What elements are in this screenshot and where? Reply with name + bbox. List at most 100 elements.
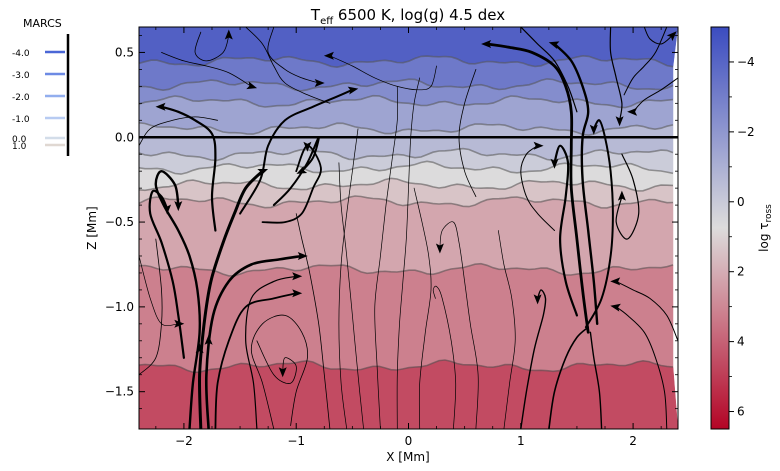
colorbar-tick-label: −2: [737, 125, 755, 139]
streamline: [589, 331, 603, 429]
stream-arrow: [278, 367, 287, 378]
streamline: [520, 27, 578, 113]
streamline: [609, 27, 623, 121]
stream-arrow: [174, 201, 183, 212]
streamline: [194, 31, 230, 62]
stream-arrow: [292, 272, 303, 281]
contour-line: [139, 262, 674, 277]
stream-arrow: [589, 124, 598, 135]
streamline: [148, 189, 185, 359]
stream-arrow: [163, 204, 172, 215]
stream-arrow: [550, 158, 559, 169]
chart-title: Teff 6500 K, log(g) 4.5 dex: [310, 6, 505, 27]
streamline: [256, 340, 297, 384]
stream-arrow: [615, 116, 624, 127]
streamline: [520, 289, 547, 429]
y-tick-label: 0.0: [115, 130, 134, 144]
x-axis-label: X [Mm]: [386, 450, 429, 464]
colorbar-tick-label: 6: [737, 405, 745, 419]
streamline: [295, 213, 331, 429]
streamline: [139, 255, 179, 327]
colorbar-tick-label: −4: [737, 55, 755, 69]
stream-arrow: [617, 190, 626, 201]
stream-arrow: [533, 141, 544, 150]
streamline: [154, 170, 202, 429]
contour-line: [139, 359, 674, 373]
colorbar-tick-label: 4: [737, 335, 745, 349]
stream-arrow: [314, 79, 325, 87]
stream-arrow: [246, 81, 258, 90]
legend-entries: -4.0 -3.0 -2.0 -1.0 0.01.0: [12, 49, 65, 152]
stream-arrow: [323, 51, 334, 60]
stream-arrow: [257, 168, 269, 177]
legend-entry-label: -1.0: [12, 115, 30, 125]
streamline: [643, 27, 673, 45]
streamline: [615, 153, 640, 240]
streamline: [338, 128, 359, 429]
x-tick-label: 0: [405, 434, 413, 448]
x-tick-label: −2: [175, 434, 193, 448]
streamline: [139, 116, 218, 147]
x-axis-ticks: −2 −1 0 1 2: [155, 27, 662, 448]
colorbar-gradient: [710, 26, 730, 430]
streamline: [239, 88, 354, 215]
streamline: [520, 145, 555, 231]
streamline: [413, 187, 432, 429]
stream-arrow: [297, 252, 308, 260]
stream-arrow: [610, 277, 621, 286]
contour-line: [139, 94, 674, 109]
streamline: [615, 280, 678, 342]
streamline: [623, 27, 668, 96]
streamlines: [139, 27, 678, 429]
y-tick-label: −1.5: [105, 385, 134, 399]
colorbar-label: log τross: [757, 204, 774, 252]
stream-arrow: [435, 243, 444, 254]
streamline: [160, 105, 217, 232]
y-tick-label: −1.0: [105, 300, 134, 314]
x-tick-label: −1: [287, 434, 305, 448]
stream-arrow: [296, 165, 308, 174]
streamline: [374, 86, 399, 429]
streamline: [548, 326, 589, 429]
x-tick-label: 2: [629, 434, 637, 448]
stream-arrow: [303, 141, 312, 152]
stream-arrow: [292, 289, 303, 298]
legend-entry-label: -2.0: [12, 93, 30, 103]
colorbar-tick-label: 0: [737, 195, 745, 209]
streamline: [338, 162, 364, 429]
streamline: [197, 169, 264, 429]
x-tick-label: 1: [517, 434, 525, 448]
stream-arrows: [155, 29, 677, 378]
streamline: [161, 52, 252, 87]
legend-title: MARCS: [23, 17, 62, 30]
legend-entry-label: -4.0: [12, 49, 30, 59]
colorbar-label-sub: ross: [764, 204, 774, 223]
title-rest: 6500 K, log(g) 4.5 dex: [333, 6, 505, 24]
colorbar-ticks: −4 −2 0 2 4 6: [729, 55, 755, 419]
plot-area: −2 −1 0 1 2 0.5 0.0 −0.5 −1.0 −1.5 X [Mm] Z [Mm]: [85, 26, 679, 464]
stream-arrow: [548, 41, 560, 49]
legend-entry-label: -3.0: [12, 71, 30, 81]
legend-entry-label: 1.0: [12, 142, 27, 152]
stream-arrow: [481, 40, 492, 48]
title-main: T: [310, 6, 321, 24]
streamline: [439, 221, 479, 429]
streamline: [214, 292, 298, 429]
streamline: [396, 77, 421, 429]
streamline: [267, 27, 320, 84]
colorbar-label-main: log τ: [757, 223, 771, 252]
stream-arrow: [533, 294, 542, 305]
streamline: [615, 306, 668, 429]
streamline: [584, 119, 614, 329]
stream-arrow: [224, 29, 233, 40]
streamline: [204, 254, 304, 429]
streamline: [272, 136, 320, 207]
streamline: [497, 230, 516, 429]
streamline: [553, 144, 578, 317]
stream-arrow: [347, 86, 359, 95]
title-subscript: eff: [320, 16, 334, 27]
streamline: [485, 42, 590, 334]
stream-arrow: [204, 334, 213, 345]
streamline: [432, 285, 457, 429]
